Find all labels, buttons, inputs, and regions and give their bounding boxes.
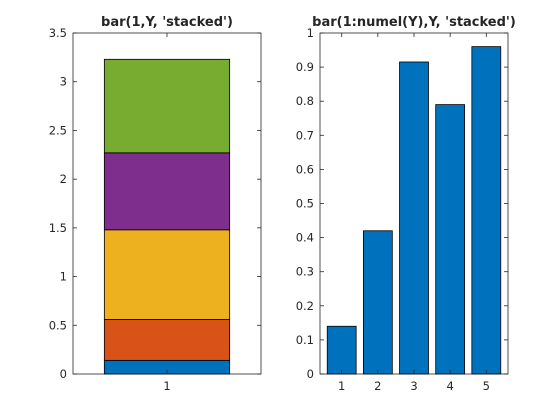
left-y-ticks: 0 0.5 1 1.5 2 2.5 3 3.5 [49,26,261,381]
bar-2 [362,230,393,375]
right-chart-axes: 0 0.1 0.2 0.3 0.4 0.5 0.6 0.7 0.8 0.9 1 1 2 3 4 5 bar(1:… [296,15,516,393]
stacked-segment-3 [103,229,231,320]
right-bars [326,46,502,375]
y-tick-label: 0.9 [296,60,314,74]
y-tick-label: 0.7 [296,128,314,142]
y-tick-label: 0.1 [296,333,314,347]
left-chart-title: bar(1,Y, 'stacked') [101,15,233,30]
y-tick-label: 0.5 [49,318,67,332]
y-tick-label: 0 [307,367,314,381]
x-tick-label: 3 [410,379,417,393]
bar-4 [435,104,466,375]
x-tick-label: 2 [374,379,381,393]
y-tick-label: 3.5 [49,26,67,40]
y-tick-label: 0.2 [296,299,314,313]
left-bars [103,58,231,375]
y-tick-label: 0.8 [296,94,314,108]
left-x-ticks: 1 [163,33,171,393]
bar-3 [399,61,429,375]
right-x-ticks: 1 2 3 4 5 [338,33,490,393]
x-tick-label: 5 [483,379,490,393]
y-tick-label: 0 [60,367,67,381]
x-tick-label: 1 [338,379,345,393]
left-chart-axes: 0 0.5 1 1.5 2 2.5 3 3.5 1 bar(1,Y, 'stacked') [49,15,262,393]
bar-1 [326,325,357,375]
y-tick-label: 0.6 [296,162,314,176]
right-chart-title: bar(1:numel(Y),Y, 'stacked') [312,15,516,30]
stacked-segment-2 [103,319,231,361]
y-tick-label: 2 [60,172,67,186]
y-tick-label: 0.4 [296,231,314,245]
y-tick-label: 1 [307,26,314,40]
y-tick-label: 1 [60,270,67,284]
y-tick-label: 2.5 [49,123,67,137]
y-tick-label: 0.5 [296,197,314,211]
y-tick-label: 1.5 [49,221,67,235]
right-y-ticks: 0 0.1 0.2 0.3 0.4 0.5 0.6 0.7 0.8 0.9 1 [296,26,508,381]
stacked-segment-5 [103,58,231,154]
y-tick-label: 0.3 [296,265,314,279]
stacked-segment-4 [103,152,231,231]
bar-5 [471,46,502,375]
y-tick-label: 3 [60,75,67,89]
x-tick-label: 4 [446,379,453,393]
x-tick-label: 1 [163,379,170,393]
